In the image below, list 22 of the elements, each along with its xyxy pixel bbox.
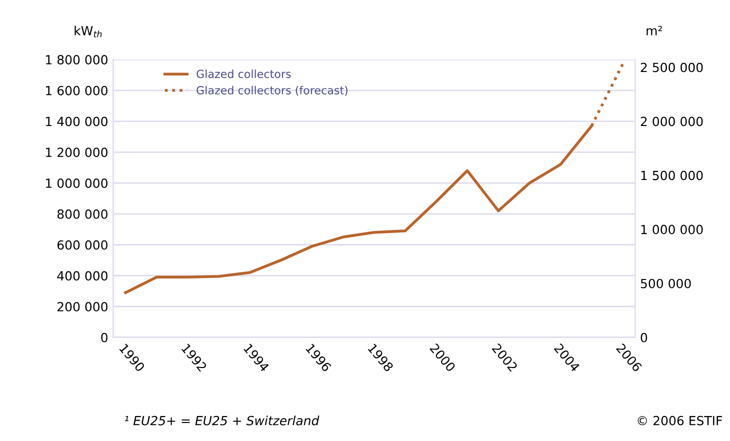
y-tick-label: 0 [101, 332, 108, 342]
y-tick-label: 600 000 [57, 240, 108, 250]
y2-tick-label: 2 000 000 [640, 116, 703, 126]
y-tick-label: 400 000 [57, 271, 108, 281]
y-tick-label: 1 000 000 [46, 178, 108, 188]
text: ¹ EU25+ = EU25 + Switzerland [124, 416, 320, 426]
text: © 2006 ESTIF [638, 416, 722, 426]
y-tick-label: 1 200 000 [46, 148, 108, 158]
y2-tick-label: 0 [640, 332, 648, 342]
y2-tick-label: 500 000 [640, 278, 691, 288]
y-tick-label: 800 000 [57, 209, 108, 219]
y-tick-label: 200 000 [58, 302, 108, 312]
y2-tick-label: 1 500 000 [641, 170, 703, 180]
y-tick-label: 1 400 000 [46, 116, 108, 126]
y-tick-label: 1 600 000 [46, 86, 108, 96]
y-tick-label: 1 800 000 [46, 55, 108, 64]
y2-axis-title: m² [646, 26, 662, 36]
y2-tick-label: 2 500 000 [640, 62, 703, 72]
legend-label: Glazed collectors [196, 70, 291, 78]
legend-label: Glazed collectors (forecast) [196, 86, 348, 96]
y2-tick-label: 1 000 000 [641, 224, 703, 234]
y-axis-title: kW$_{th}$ [74, 26, 102, 38]
